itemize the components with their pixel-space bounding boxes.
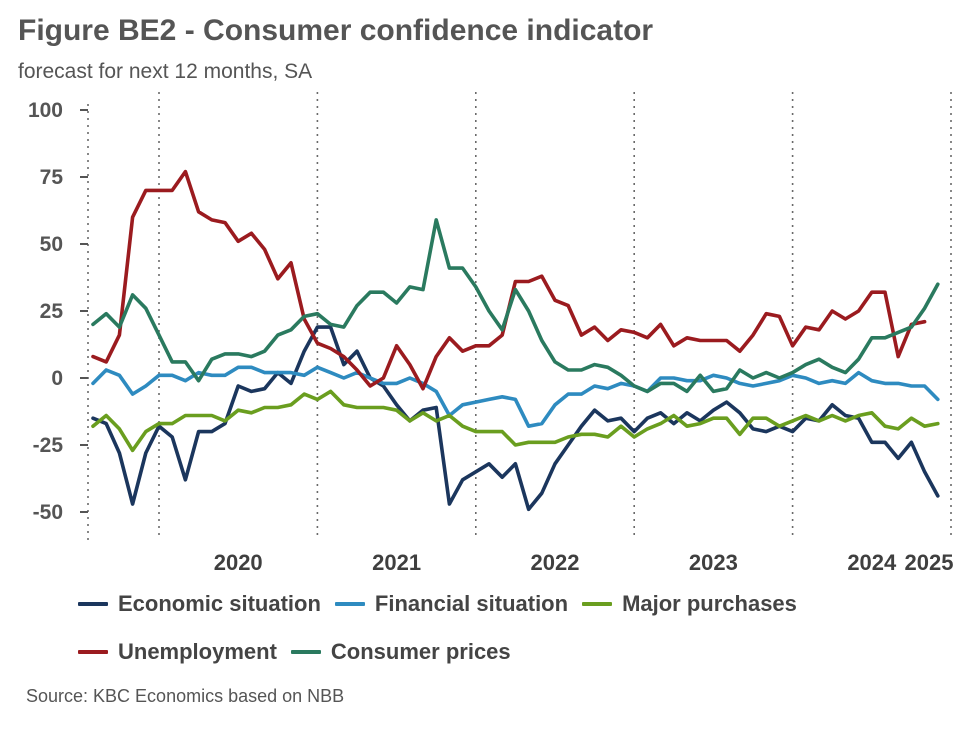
x-tick-label: 2025 [905,550,954,575]
legend-item-financial-situation[interactable]: Financial situation [334,586,569,622]
legend-item-unemployment[interactable]: Unemployment [78,634,277,670]
y-tick-label: 50 [40,233,63,256]
legend-label: Financial situation [374,591,569,616]
x-tick-label: 2020 [214,550,263,575]
y-axis: -50 -25 0 25 50 75 100 [28,99,89,545]
legend-label: Economic situation [118,591,321,616]
series-line-major-purchases [91,389,940,453]
y-tick-label: -50 [33,501,63,524]
series-line-financial-situation [91,365,940,429]
x-tick-label: 2021 [372,550,421,575]
chart-subtitle: forecast for next 12 months, SA [18,60,313,83]
x-tick-label: 2024 [847,550,897,575]
legend-label: Major purchases [622,591,797,616]
x-axis: 2020 2021 2022 2023 2024 2025 [214,550,954,575]
legend-label: Unemployment [118,639,277,664]
legend-label: Consumer prices [330,639,511,664]
year-dividers [158,92,952,540]
legend-item-consumer-prices[interactable]: Consumer prices [290,634,511,670]
legend: Economic situation Financial situation M… [78,586,938,670]
legend-item-major-purchases[interactable]: Major purchases [582,586,797,622]
legend-swatch [582,602,613,606]
y-tick-label: 75 [40,166,64,189]
legend-swatch [78,602,108,606]
source-note: Source: KBC Economics based on NBB [26,686,345,706]
y-tick-label: -25 [33,434,64,457]
y-tick-label: 100 [28,99,63,122]
x-tick-label: 2023 [689,550,738,575]
series-line-consumer-prices [91,218,940,394]
legend-item-economic-situation[interactable]: Economic situation [78,586,321,622]
y-tick-label: 25 [40,300,64,323]
x-tick-label: 2022 [531,550,580,575]
series-lines [91,169,940,512]
chart-title: Figure BE2 - Consumer confidence indicat… [18,14,654,47]
series-line-economic-situation [91,325,940,512]
legend-swatch [290,650,321,654]
y-tick-label: 0 [51,367,63,390]
legend-swatch [78,650,108,654]
legend-swatch [334,602,365,606]
